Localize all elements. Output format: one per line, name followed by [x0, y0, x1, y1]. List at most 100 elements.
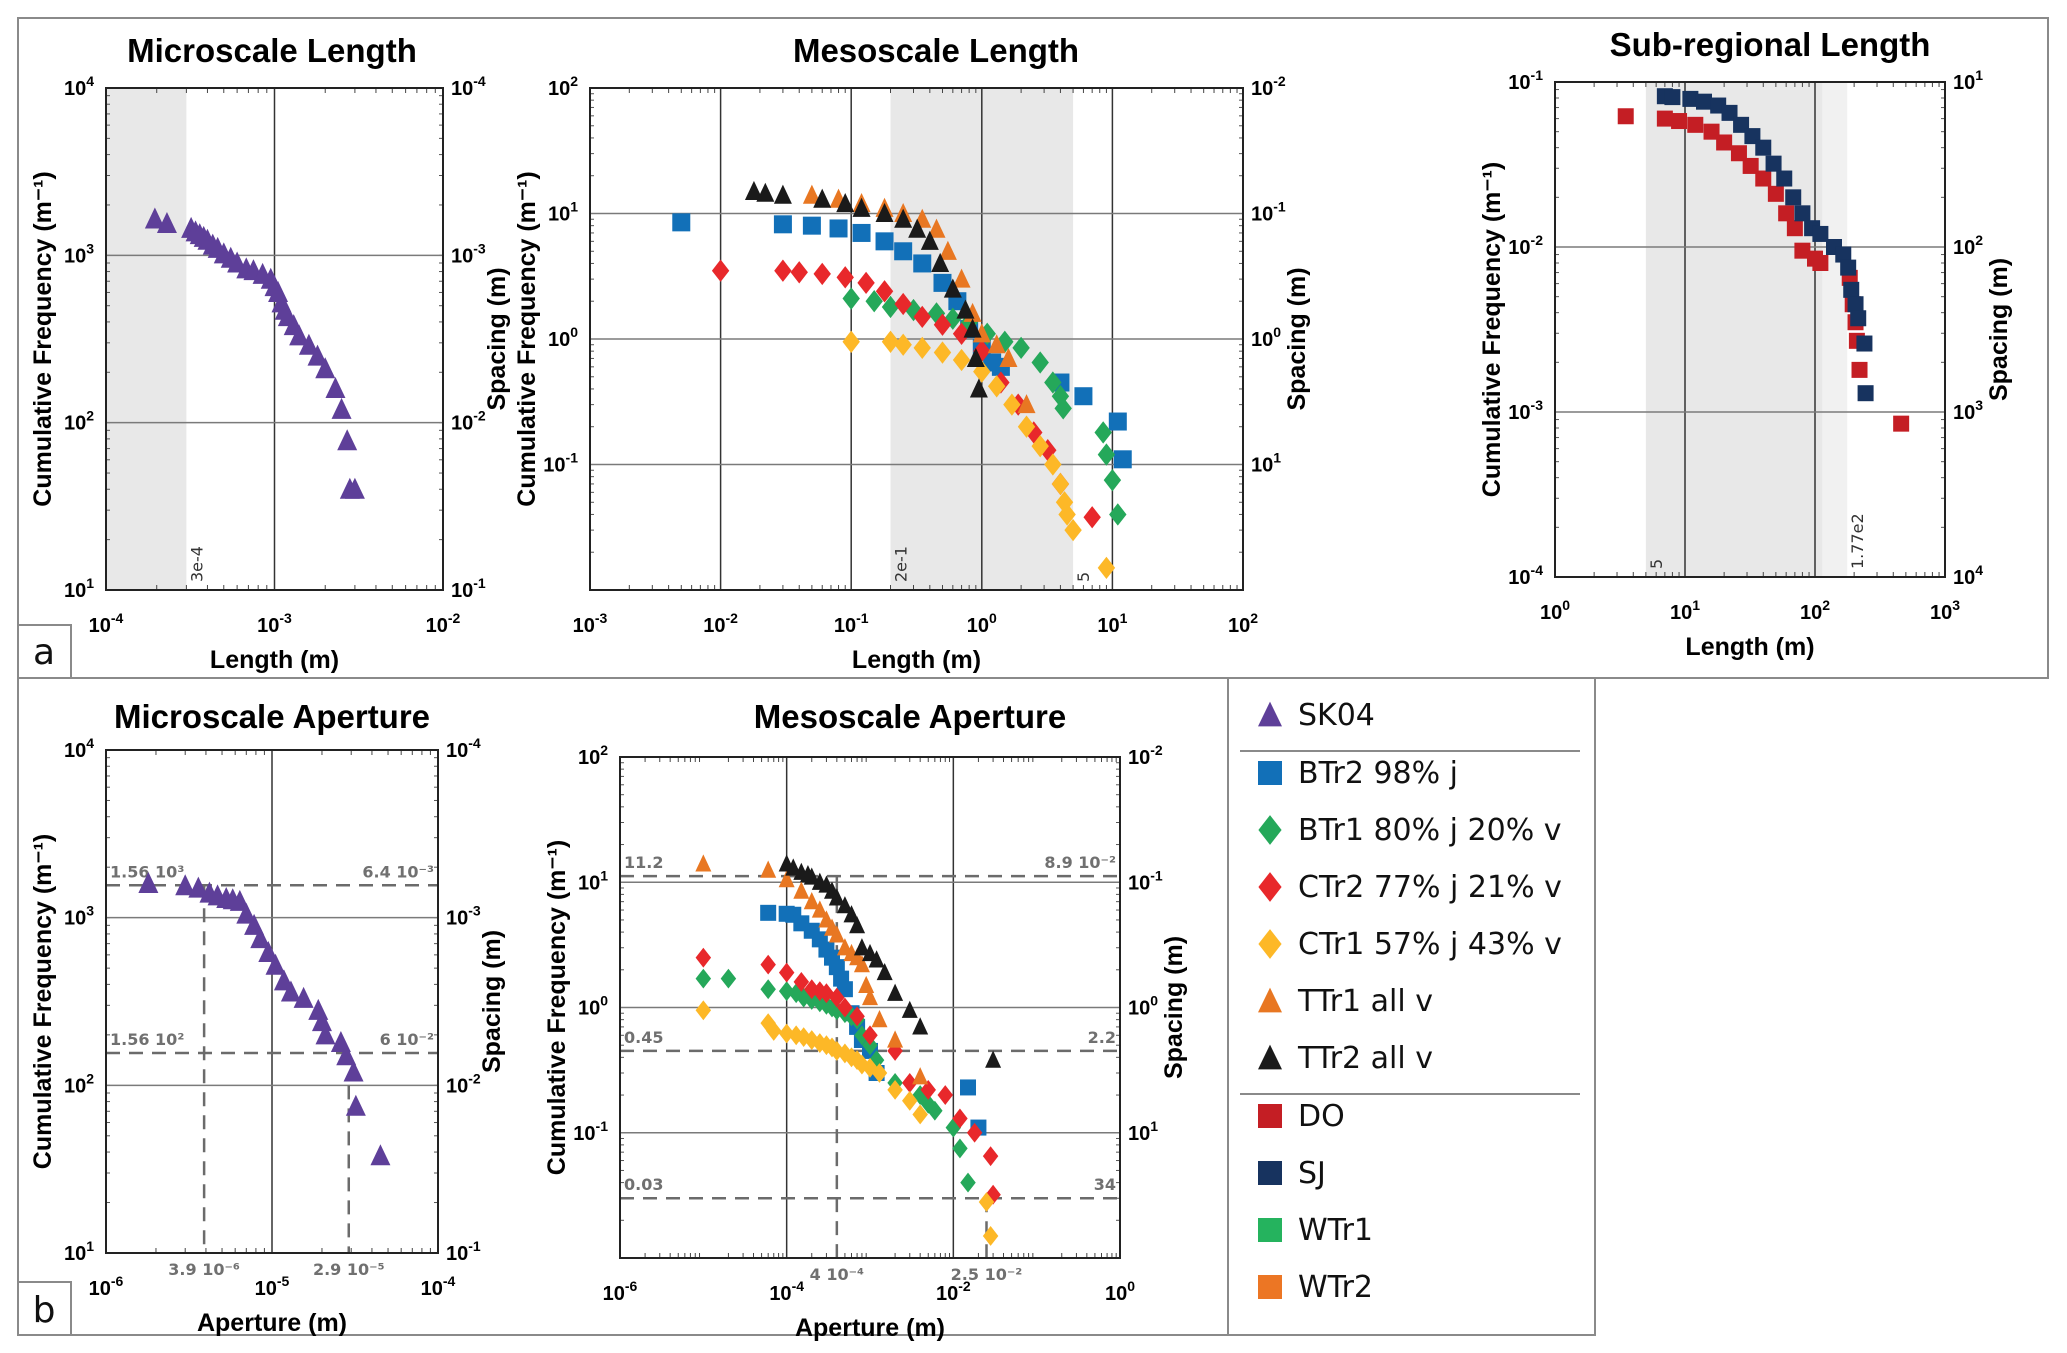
reference-label: 1.56 10³: [110, 862, 184, 881]
legend-item-btr2: BTr2 98% j: [1258, 756, 1458, 791]
data-point-ctr1: [1003, 393, 1021, 416]
data-point-ctr1: [812, 1033, 828, 1053]
data-point-sk04: [307, 344, 328, 366]
data-point-do: [1794, 242, 1811, 259]
data-point-ctr2: [829, 987, 845, 1008]
y2-tick-label: 10-3: [451, 240, 486, 267]
data-point-sk04: [144, 207, 165, 229]
data-point-btr1: [1109, 503, 1127, 526]
data-point-ttr1: [927, 218, 946, 238]
y-tick-label: 10-1: [573, 1118, 608, 1145]
data-point-ctr2: [695, 947, 712, 968]
data-point-ctr1: [982, 1226, 999, 1246]
data-point-sk04: [289, 324, 310, 346]
data-point-ttr1: [862, 987, 878, 1006]
data-point-ttr2: [876, 962, 893, 981]
data-point-btr1: [788, 983, 804, 1004]
data-point-btr1: [1054, 397, 1072, 420]
data-point-ttr2: [943, 278, 962, 298]
data-point-btr1: [804, 989, 820, 1010]
x-tick-label: 10-5: [255, 1273, 290, 1300]
square-icon: [1258, 1275, 1282, 1299]
data-point-btr2: [933, 273, 952, 292]
data-point-do: [1893, 415, 1910, 432]
reference-label: 0.03: [624, 1175, 663, 1194]
data-point-ttr2: [966, 347, 985, 367]
data-point-ttr1: [987, 334, 1006, 354]
data-point-sk04: [265, 953, 286, 975]
x-tick-label: 103: [1930, 597, 1960, 624]
data-point-btr1: [812, 992, 828, 1013]
legend-label: CTr1 57% j 43% v: [1298, 927, 1562, 962]
data-point-ttr1: [803, 892, 820, 910]
data-point-sj: [1664, 89, 1681, 106]
data-point-ctr1: [1017, 415, 1036, 438]
legend-label: BTr1 80% j 20% v: [1298, 813, 1562, 848]
data-point-sk04: [311, 1010, 332, 1032]
data-point-ctr1: [1058, 503, 1076, 526]
x-tick-label: 10-4: [421, 1273, 456, 1300]
data-point-sj: [1755, 139, 1772, 156]
data-point-ctr2: [894, 292, 912, 316]
y-tick-label: 101: [578, 867, 608, 894]
square-icon: [1258, 1218, 1282, 1242]
data-point-do: [1742, 157, 1759, 174]
data-point-ctr2: [875, 280, 894, 303]
data-point-ctr1: [894, 333, 912, 356]
y-tick-label: 10-1: [1508, 67, 1543, 94]
y-tick-label: 104: [64, 735, 94, 762]
y-tick-label: 10-2: [1508, 232, 1543, 259]
data-point-ttr1: [811, 900, 828, 918]
data-point-btr1: [695, 968, 712, 989]
data-point-ctr2: [952, 1108, 968, 1129]
y2-tick-label: 100: [1251, 324, 1281, 351]
x-tick-label: 10-3: [573, 610, 608, 637]
data-point-ctr1: [829, 1041, 845, 1061]
data-point-ttr1: [912, 1067, 929, 1085]
shaded-range: [106, 88, 187, 590]
data-point-do: [1767, 185, 1784, 202]
data-point-do: [1778, 205, 1795, 222]
data-point-ctr2: [862, 1025, 878, 1046]
y2-tick-label: 104: [1953, 562, 1983, 589]
legend-item-sk04: SK04: [1258, 698, 1375, 733]
data-point-ttr2: [985, 1050, 1002, 1068]
data-point-ctr1: [912, 1104, 928, 1125]
data-point-ctr2: [711, 259, 730, 282]
data-point-sk04: [315, 1023, 336, 1045]
square-icon: [1258, 761, 1282, 785]
y2-axis-label: Spacing (m): [1160, 936, 1188, 1079]
data-point-do: [1671, 113, 1688, 130]
data-point-do: [1851, 361, 1868, 378]
square-icon: [1258, 1104, 1282, 1128]
y2-tick-label: 100: [1128, 993, 1158, 1020]
data-point-sj: [1847, 296, 1864, 313]
data-point-ttr2: [920, 230, 939, 250]
data-point-btr1: [778, 981, 795, 1002]
data-point-ttr2: [836, 193, 855, 213]
data-point-btr1: [865, 290, 883, 313]
data-point-btr1: [1012, 336, 1030, 360]
reference-label: 6.4 10⁻³: [362, 862, 434, 881]
y-axis-label: Cumulative Frequency (m⁻¹): [513, 171, 541, 506]
data-point-sk04: [156, 211, 177, 233]
data-point-sk04: [244, 913, 265, 935]
data-point-ctr1: [871, 1063, 888, 1083]
series-ttr2: [744, 180, 988, 398]
legend-item-wtr2: WTr2: [1258, 1270, 1373, 1305]
y-tick-label: 101: [64, 1238, 94, 1265]
data-point-sj: [1794, 205, 1811, 222]
data-point-do: [1786, 220, 1803, 237]
plot-frame: [105, 87, 444, 591]
y2-tick-label: 10-1: [446, 1238, 481, 1265]
y-tick-label: 100: [548, 324, 578, 351]
y-axis-label: Cumulative Frequency (m⁻¹): [543, 840, 571, 1175]
data-point-ctr1: [788, 1025, 804, 1046]
x-tick-label: 10-2: [426, 610, 461, 637]
series-ctr1: [695, 1000, 999, 1246]
data-point-sk04: [344, 477, 365, 499]
y2-tick-label: 10-2: [446, 1070, 481, 1097]
data-point-sk04: [188, 876, 209, 898]
data-point-sk04: [280, 980, 301, 1002]
